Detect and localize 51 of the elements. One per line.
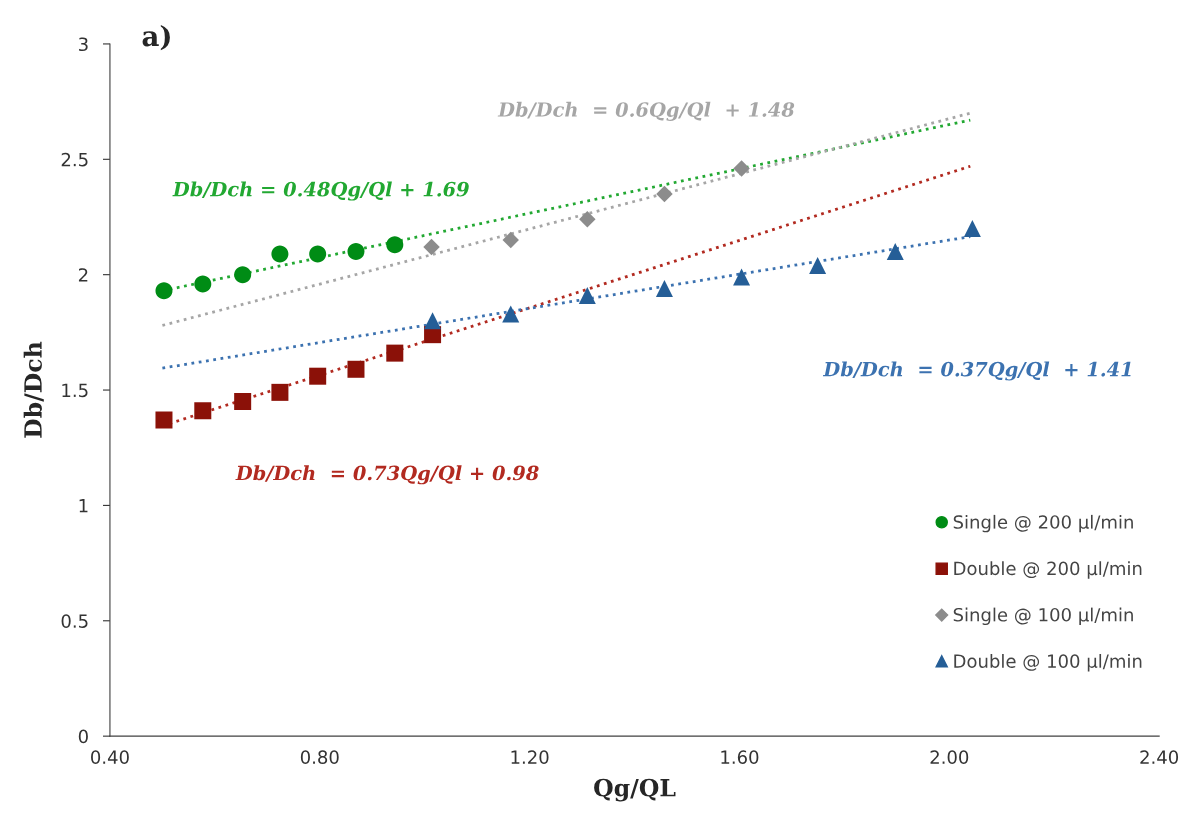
point	[234, 393, 252, 411]
point	[386, 344, 404, 362]
point	[424, 312, 442, 330]
y-tick-label: 0	[78, 729, 88, 744]
y-tick-label: 3	[79, 37, 88, 52]
point	[194, 275, 212, 293]
point	[733, 160, 750, 177]
point	[309, 367, 327, 385]
x-axis-title: Qg/QL	[594, 778, 676, 802]
point	[502, 305, 520, 323]
point	[155, 282, 173, 300]
legend-label: Single @ 200 µl/min	[953, 514, 1133, 533]
legend-label: Double @ 100 µl/min	[954, 653, 1142, 672]
point	[733, 268, 751, 286]
y-tick-label: 1	[79, 499, 88, 513]
annotation: Db/Dch = 0.6Qg/Ql + 1.48	[497, 101, 795, 121]
point	[579, 211, 596, 228]
point	[271, 245, 289, 263]
x-tick-label: 2.40	[1140, 750, 1179, 765]
y-tick-label: 0.5	[61, 614, 88, 628]
point	[656, 185, 673, 203]
point	[502, 231, 519, 249]
annotation: Db/Dch = 0.73Qg/Ql + 0.98	[235, 465, 539, 485]
y-tick-label: 2.5	[61, 152, 88, 167]
x-tick-label: 0.80	[300, 750, 339, 765]
point	[347, 360, 365, 378]
legend-label: Double @ 200 µl/min	[954, 561, 1142, 579]
point	[578, 286, 596, 304]
point	[271, 383, 289, 401]
x-tick-label: 0.40	[91, 750, 129, 765]
point	[155, 411, 173, 429]
x-tick-label: 1.20	[511, 750, 549, 765]
point	[886, 243, 904, 261]
point	[386, 236, 404, 254]
point	[234, 266, 252, 284]
y-axis-title: Db/Dch	[23, 341, 44, 438]
chart-title: a)	[142, 24, 170, 51]
y-tick-label: 1.5	[62, 383, 88, 398]
point	[194, 402, 212, 420]
point	[655, 280, 673, 298]
point	[347, 243, 365, 261]
x-tick-label: 2.00	[930, 750, 969, 765]
y-tick-label: 2	[78, 268, 88, 282]
point	[809, 256, 827, 274]
point	[309, 245, 327, 263]
annotation: Db/Dch = 0.37Qg/Ql + 1.41	[822, 361, 1131, 381]
x-tick-label: 1.60	[721, 750, 759, 765]
legend-label: Single @ 100 µl/min	[953, 607, 1133, 626]
annotation: Db/Dch = 0.48Qg/Ql + 1.69	[172, 181, 469, 201]
point	[423, 238, 440, 256]
point	[963, 220, 981, 238]
